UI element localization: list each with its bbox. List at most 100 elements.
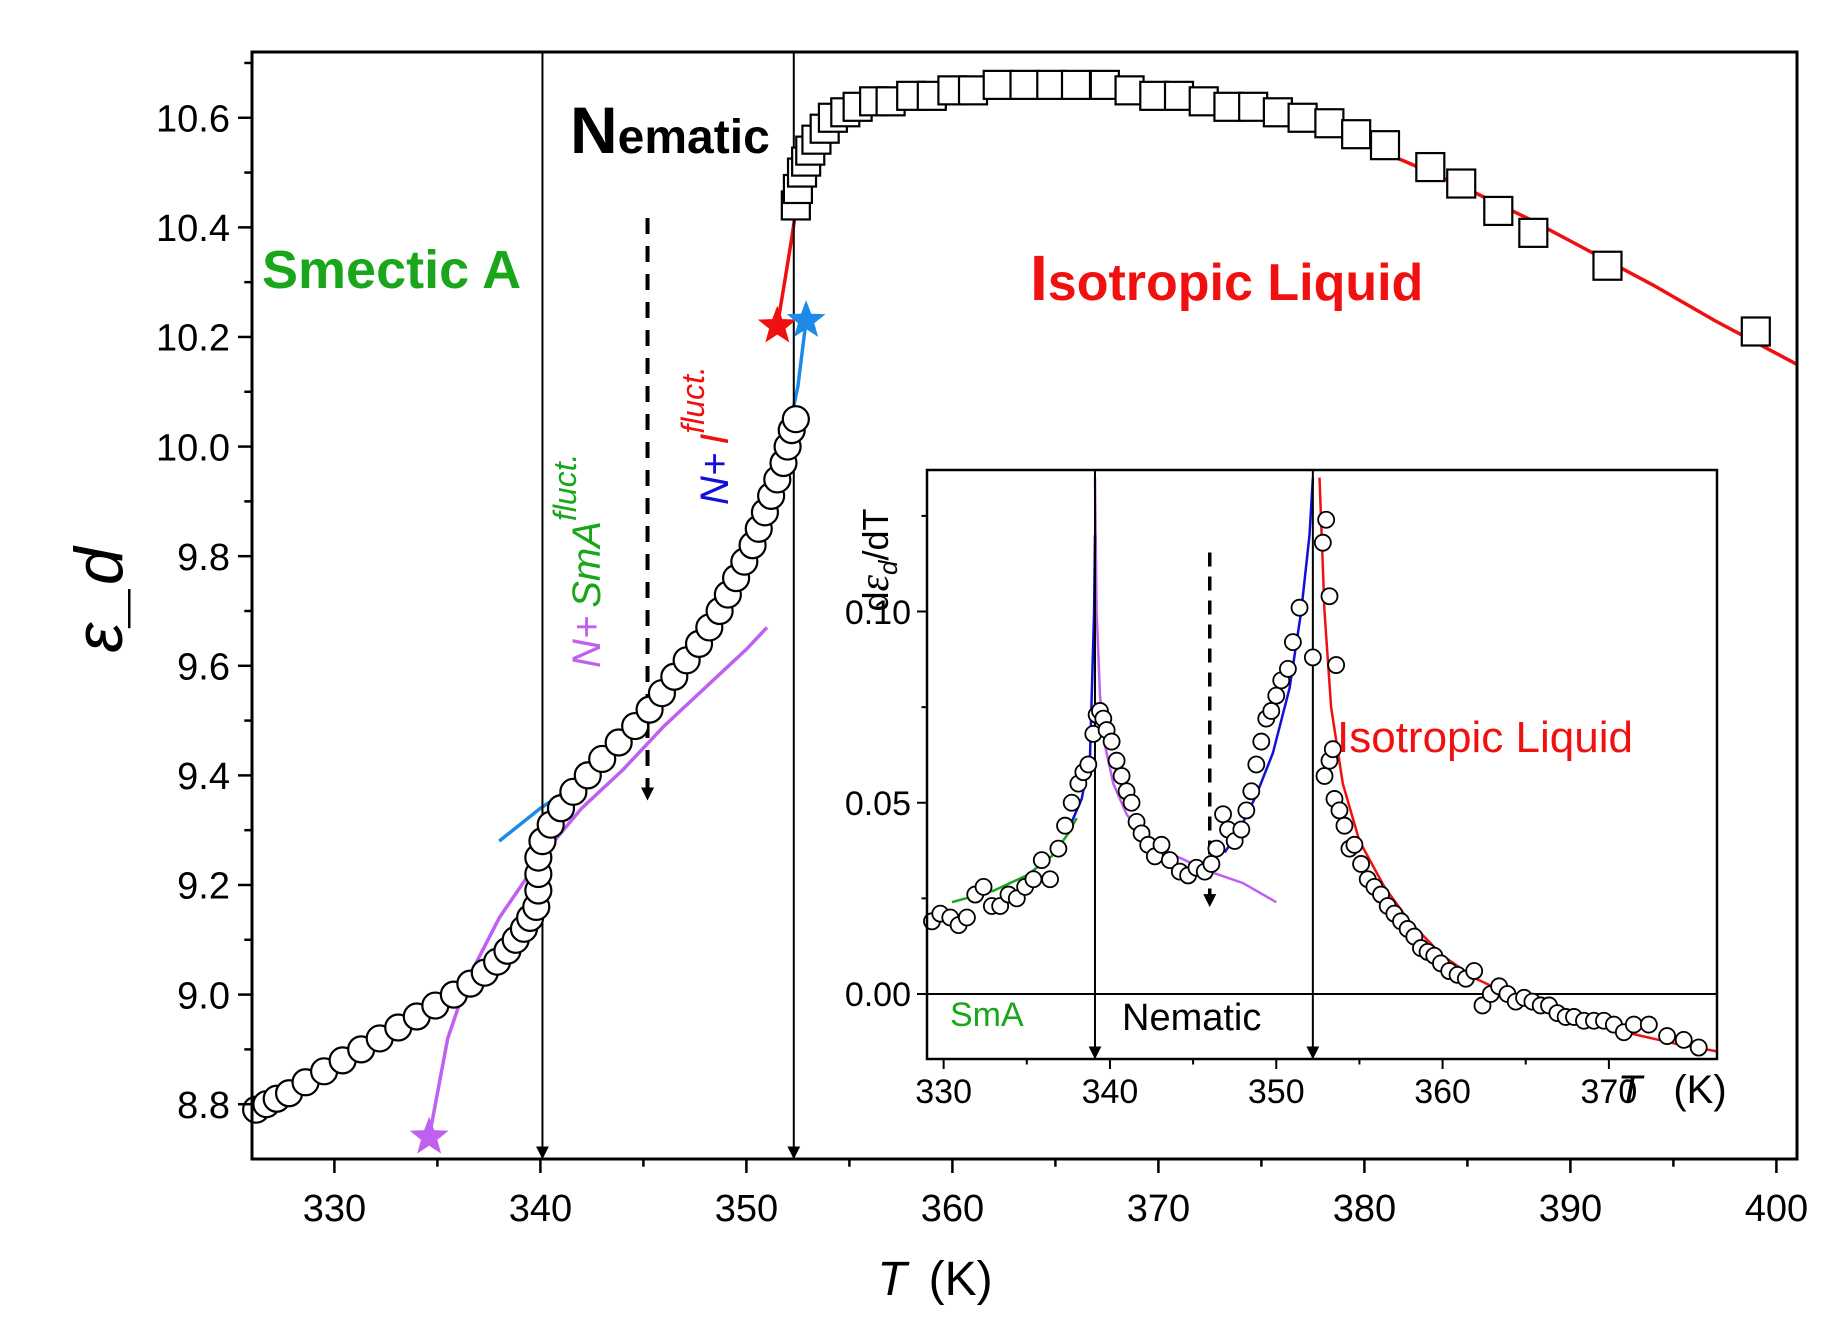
main-y-tick-label: 10.0	[156, 427, 230, 469]
inset-y-tick-label: 0.05	[845, 785, 911, 823]
main-x-axis-symbol: T	[877, 1253, 910, 1306]
main-square-point	[1139, 80, 1170, 111]
inset-circle-point	[1202, 855, 1221, 873]
isotropic-label-rest: sotropic Liquid	[1048, 254, 1424, 312]
main-fit-curve-1	[498, 320, 808, 843]
main-square-point	[1518, 217, 1549, 248]
inset-circle-point	[1062, 793, 1081, 812]
inset-circle-point	[974, 877, 993, 896]
label-i: I	[693, 434, 737, 445]
inset-circle-point	[1303, 648, 1322, 667]
main-y-tick-label: 10.2	[156, 318, 230, 360]
main-y-tick-label: 9.2	[177, 866, 230, 908]
inset-circle-point	[958, 908, 976, 927]
inset-circle-point	[1313, 533, 1332, 552]
inset-x-axis-ticks: 330 340 350 360 370	[915, 1059, 1637, 1111]
inset-sma-label: SmA	[950, 996, 1024, 1034]
inset-nematic-label: Nematic	[1122, 997, 1261, 1039]
inset-circle-point	[1152, 835, 1171, 854]
main-square-point	[1060, 69, 1092, 100]
inset-circle-point	[1283, 633, 1302, 652]
inset-circle-point	[1323, 740, 1342, 759]
label-i-superscript: fluct.	[675, 366, 711, 434]
n-plus-sma-fluct-label: N+ SmAfluct.	[547, 453, 609, 668]
label-sma-superscript: fluct.	[547, 453, 583, 521]
inset-circle-point	[1049, 839, 1068, 858]
main-fit-curve-2	[775, 85, 1798, 366]
inset-circle-point	[1262, 702, 1281, 720]
inset-circle-point	[1639, 1015, 1658, 1034]
main-y-tick-label: 9.6	[177, 646, 230, 688]
inset-circle-point	[1247, 755, 1266, 774]
inset-circle-point	[1267, 686, 1286, 705]
inset-y-label-subscript: d	[873, 559, 903, 575]
inset-circle-point	[1160, 851, 1179, 870]
inset-circle-point	[1345, 835, 1364, 854]
nematic-label-rest: ematic	[618, 111, 770, 164]
inset-y-label-suffix: /dT	[855, 508, 896, 560]
inset-circle-point	[1658, 1027, 1677, 1045]
main-x-axis-label: T (K)	[877, 1253, 992, 1306]
main-x-tick-label: 400	[1745, 1188, 1808, 1230]
inset-x-tick-label: 370	[1581, 1073, 1638, 1111]
inset-circle-point	[1102, 732, 1121, 751]
inset-frame	[925, 468, 1719, 1061]
inset-circle-point	[1689, 1038, 1708, 1057]
inset-x-tick-label: 350	[1248, 1073, 1305, 1111]
main-square-point	[982, 69, 1013, 100]
main-y-tick-label: 10.4	[156, 208, 230, 250]
main-square-point	[1446, 168, 1477, 199]
main-square-point	[1089, 69, 1120, 100]
main-x-axis-ticks: 330 340 350 360 370 380 390 400	[303, 1159, 1808, 1230]
inset-y-tick-label: 0.00	[845, 976, 911, 1014]
inset-circle-point	[1279, 659, 1297, 678]
label-sma: SmA	[565, 521, 609, 608]
inset-circle-point	[1041, 870, 1059, 889]
star-marker-2	[786, 300, 826, 338]
inset-circle-point	[1674, 1030, 1693, 1049]
main-plot: 330 340 350 360 370 380 390 400 8.8 9.0 9.2 9.4 9.6…	[61, 50, 1808, 1306]
inset-circle-point	[1335, 816, 1354, 835]
main-y-tick-label: 8.8	[177, 1085, 230, 1127]
main-square-point	[1287, 102, 1318, 133]
main-square-point	[1009, 69, 1040, 100]
inset-circle-point	[1112, 767, 1131, 785]
main-y-tick-label: 9.0	[177, 975, 230, 1017]
inset-circle-point	[1032, 851, 1051, 870]
star-marker-1	[757, 305, 797, 343]
main-x-tick-label: 350	[715, 1188, 778, 1230]
main-data-points	[242, 69, 1771, 1124]
label-n-plus-right: N+	[693, 453, 737, 505]
main-square-point	[1483, 195, 1514, 227]
main-square-point	[1415, 151, 1446, 183]
isotropic-liquid-label: Isotropic Liquid	[1030, 242, 1423, 314]
main-square-point	[1238, 91, 1269, 122]
inset-circle-point	[1242, 782, 1261, 801]
inset-y-label-epsilon: ε	[852, 575, 898, 592]
inset-y-label-d: d	[855, 592, 896, 612]
star-marker-0	[409, 1116, 449, 1154]
inset-x-tick-label: 360	[1414, 1073, 1471, 1111]
main-fit-curve-0	[427, 626, 769, 1138]
inset-y-axis-label: dεd/dT	[852, 508, 903, 611]
main-y-tick-label: 9.4	[177, 756, 230, 798]
inset-x-axis-unit: (K)	[1673, 1068, 1726, 1112]
inset-circle-point	[1214, 805, 1232, 824]
main-stars	[409, 300, 826, 1154]
main-x-tick-label: 390	[1539, 1188, 1602, 1230]
main-y-tick-label: 9.8	[177, 537, 230, 579]
inset-circle-point	[1056, 816, 1074, 835]
inset-isotropic-liquid-label: Isotropic Liquid	[1337, 713, 1633, 762]
inset-plot: 330 340 350 360 370 0.00 0.05 0.10 SmA Nematic…	[845, 468, 1727, 1112]
inset-circle-point	[1327, 656, 1346, 674]
main-y-tick-label: 10.6	[156, 98, 230, 140]
inset-circle-point	[1252, 732, 1271, 751]
main-square-point	[1740, 316, 1771, 347]
main-square-point	[1341, 119, 1372, 150]
main-y-axis-label: ε_d	[61, 545, 137, 653]
n-plus-i-fluct-label: N+ Ifluct.	[675, 366, 737, 505]
inset-x-tick-label: 340	[1082, 1073, 1139, 1111]
inset-circle-point	[1320, 587, 1339, 606]
inset-circle-point	[1624, 1015, 1643, 1034]
inset-circle-point	[1317, 510, 1336, 529]
